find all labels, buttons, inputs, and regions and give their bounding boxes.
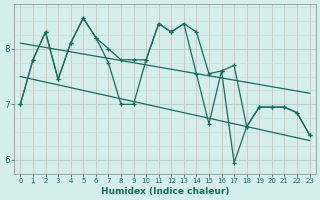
X-axis label: Humidex (Indice chaleur): Humidex (Indice chaleur) xyxy=(101,187,229,196)
